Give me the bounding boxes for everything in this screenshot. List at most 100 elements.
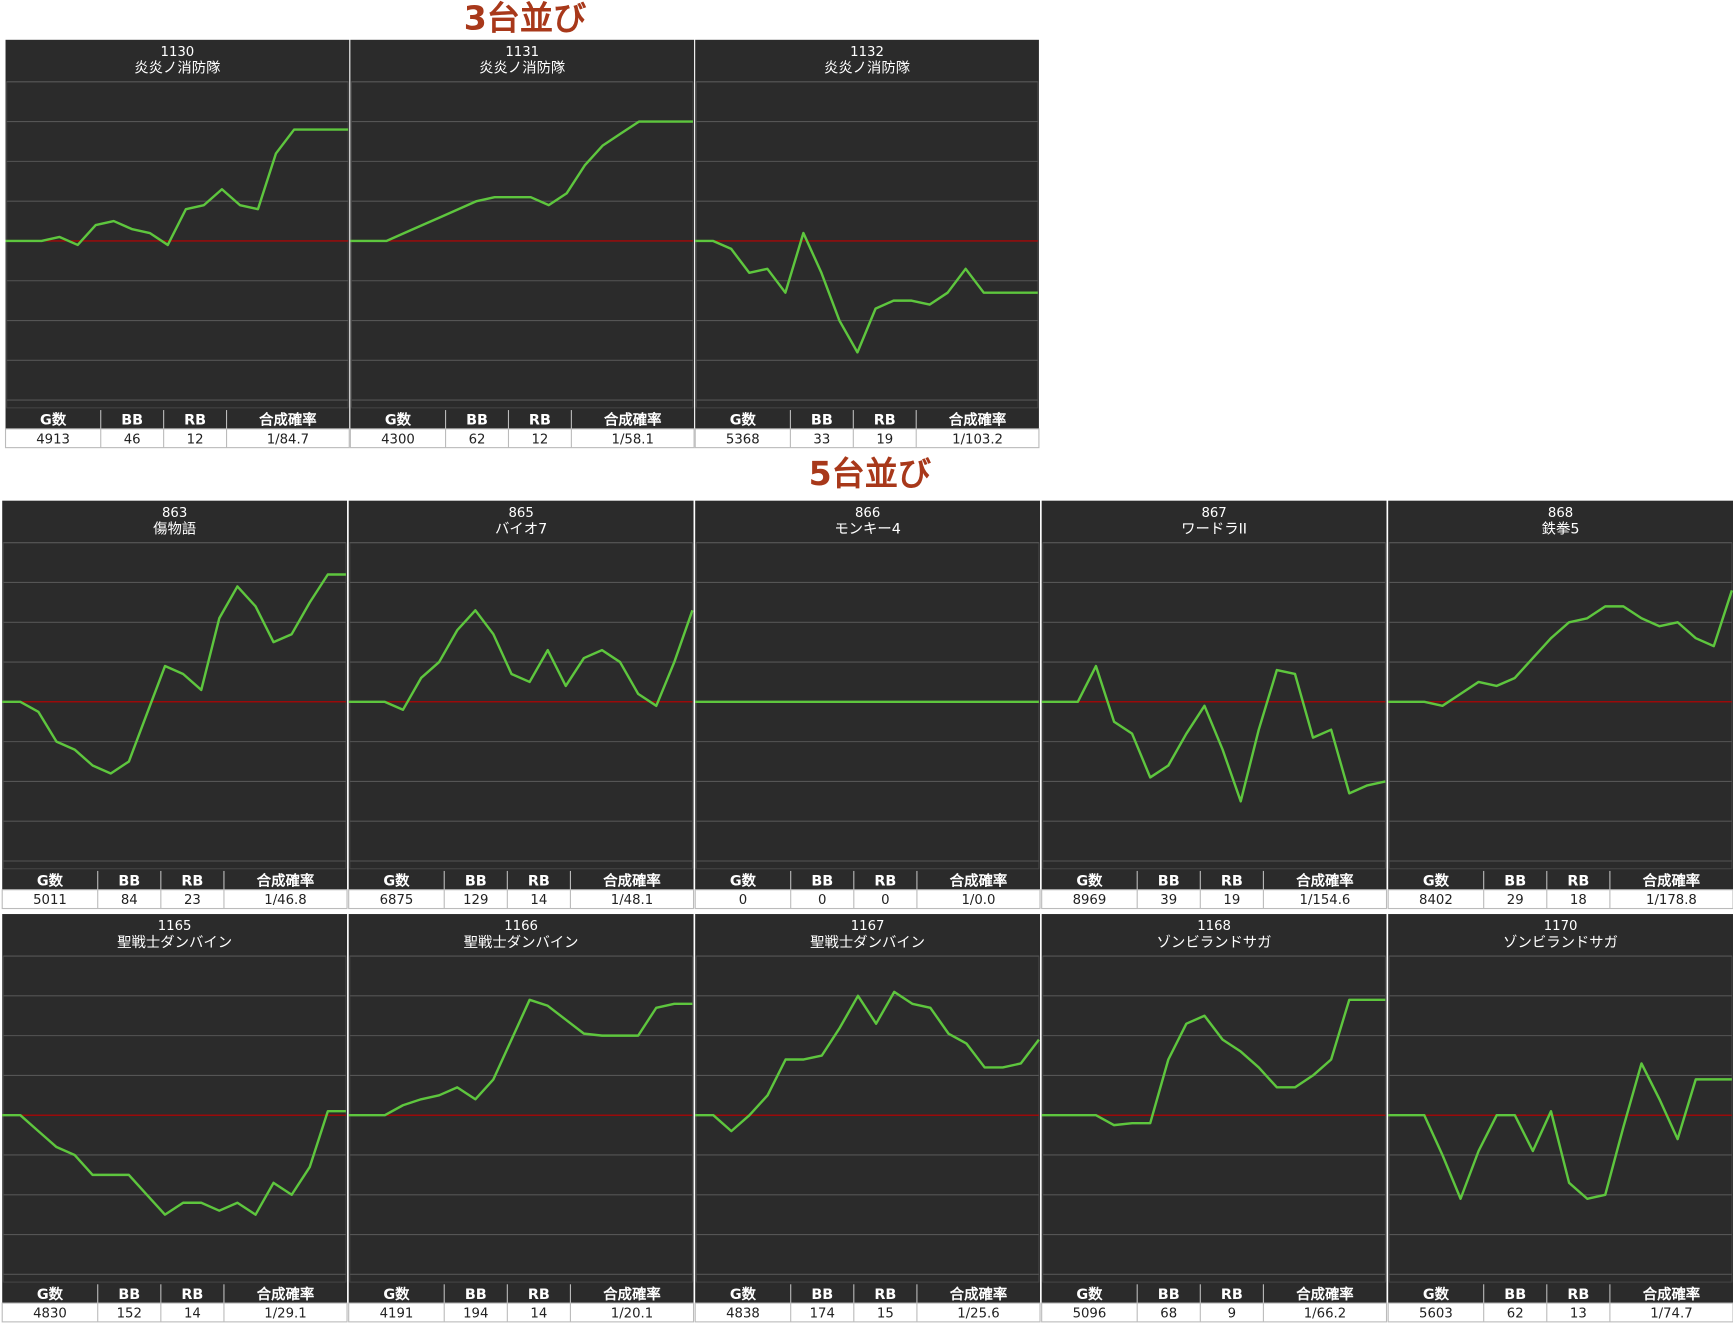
- slump-line: [2, 573, 346, 775]
- machine-number: 1170: [1544, 919, 1578, 934]
- table-value: 12: [531, 432, 548, 447]
- machine-name: 炎炎ノ消防隊: [134, 60, 220, 77]
- table-value: 14: [530, 1307, 547, 1322]
- table-header: 合成確率: [1642, 871, 1700, 889]
- slump-line: [350, 120, 693, 243]
- table-value: 14: [184, 1307, 201, 1322]
- table-value: 15: [877, 1307, 894, 1322]
- panel-background: [1388, 500, 1733, 890]
- table-header: 合成確率: [603, 411, 661, 429]
- table-row: [1, 1302, 348, 1323]
- table-header: G数: [1423, 871, 1450, 889]
- table-value: 33: [813, 432, 830, 447]
- table-value: 5603: [1419, 1307, 1453, 1322]
- table-header: RB: [874, 873, 896, 889]
- table-value: 46: [124, 432, 141, 447]
- table-header: G数: [37, 871, 64, 889]
- table-header: G数: [37, 1285, 64, 1303]
- table-header: BB: [1158, 1287, 1180, 1303]
- slump-line: [695, 990, 1040, 1133]
- table-value: 39: [1160, 893, 1177, 908]
- machine-number: 1165: [158, 919, 192, 934]
- table-value: 12: [187, 432, 204, 447]
- table-header: 合成確率: [949, 1285, 1007, 1303]
- table-header: G数: [1076, 1285, 1103, 1303]
- table-header: 合成確率: [602, 871, 660, 889]
- table-header: BB: [1504, 1287, 1526, 1303]
- machine-number: 866: [855, 506, 880, 521]
- table-header: RB: [184, 413, 206, 429]
- table-value: 4191: [380, 1307, 414, 1322]
- panel-background: [348, 500, 694, 890]
- panel-background: [348, 914, 694, 1304]
- table-value: 1/66.2: [1304, 1307, 1346, 1322]
- machine-number: 1132: [850, 45, 884, 60]
- table-value: 18: [1570, 893, 1587, 908]
- table-value: 4300: [381, 432, 415, 447]
- table-value: 5011: [33, 893, 67, 908]
- table-row: [1041, 889, 1388, 910]
- slump-line: [1041, 664, 1386, 803]
- table-row: [349, 428, 695, 449]
- machine-number: 867: [1201, 506, 1226, 521]
- table-value: 1/48.1: [611, 893, 653, 908]
- panel-background: [695, 500, 1041, 890]
- panel-background: [1041, 914, 1387, 1304]
- table-row: [694, 1302, 1041, 1323]
- table-value: 62: [469, 432, 486, 447]
- machine-number: 863: [162, 506, 187, 521]
- table-header: BB: [121, 413, 143, 429]
- machine-name: ゾンビランドサガ: [1503, 934, 1618, 951]
- table-value: 5096: [1073, 1307, 1107, 1322]
- machine-number: 1167: [851, 919, 885, 934]
- table-header: BB: [1158, 873, 1180, 889]
- panel-background: [1388, 914, 1733, 1304]
- table-value: 1/154.6: [1300, 893, 1351, 908]
- slump-line: [695, 231, 1038, 354]
- machine-number: 1166: [504, 919, 538, 934]
- table-value: 1/29.1: [264, 1307, 306, 1322]
- table-header: 合成確率: [258, 411, 316, 429]
- table-value: 4838: [726, 1307, 760, 1322]
- section-title: 3台並び: [464, 0, 587, 37]
- table-value: 23: [184, 893, 201, 908]
- slump-line: [1041, 998, 1386, 1127]
- machine-name: 炎炎ノ消防隊: [824, 60, 910, 77]
- table-header: 合成確率: [1295, 1285, 1353, 1303]
- machine-number: 1168: [1197, 919, 1231, 934]
- table-value: 1/25.6: [957, 1307, 999, 1322]
- table-header: BB: [118, 1287, 140, 1303]
- table-value: 19: [1223, 893, 1240, 908]
- table-header: BB: [811, 1287, 833, 1303]
- table-header: BB: [118, 873, 140, 889]
- table-value: 1/103.2: [952, 432, 1003, 447]
- table-header: RB: [528, 873, 550, 889]
- table-header: RB: [874, 1287, 896, 1303]
- table-value: 62: [1507, 1307, 1524, 1322]
- machine-number: 868: [1548, 506, 1573, 521]
- table-header: G数: [40, 411, 67, 429]
- table-value: 6875: [380, 893, 414, 908]
- table-row: [348, 889, 695, 910]
- table-header: G数: [383, 871, 410, 889]
- table-header: G数: [1076, 871, 1103, 889]
- table-header: RB: [181, 873, 203, 889]
- table-header: G数: [383, 1285, 410, 1303]
- table-header: BB: [465, 1287, 487, 1303]
- machine-name: バイオ7: [495, 521, 547, 537]
- table-row: [1, 889, 348, 910]
- machine-name: 聖戦士ダンバイン: [117, 934, 232, 951]
- table-value: 174: [810, 1307, 835, 1322]
- table-value: 8969: [1073, 893, 1107, 908]
- table-header: RB: [1221, 873, 1243, 889]
- table-value: 13: [1570, 1307, 1587, 1322]
- table-value: 1/84.7: [267, 432, 309, 447]
- table-row: [4, 428, 350, 449]
- table-value: 9: [1228, 1307, 1236, 1322]
- machine-number: 865: [508, 506, 533, 521]
- table-value: 14: [530, 893, 547, 908]
- table-value: 1/178.8: [1646, 893, 1697, 908]
- panel-background: [1041, 500, 1387, 890]
- panel-background: [5, 39, 350, 429]
- machine-name: 聖戦士ダンバイン: [464, 934, 579, 951]
